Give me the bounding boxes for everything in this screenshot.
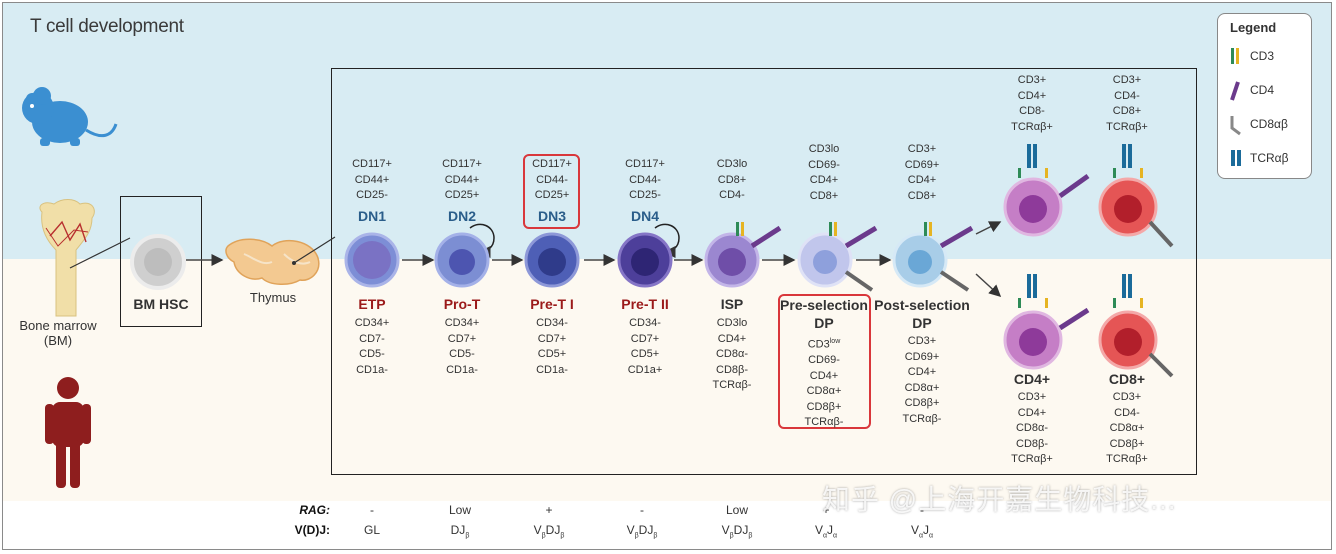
cell-etp — [344, 232, 400, 288]
cell-pre-t-i — [524, 232, 580, 288]
pre-selection-highlight-box — [778, 294, 871, 429]
dn3-label: DN3 — [537, 208, 566, 224]
vdj-pre-t-i: VβDJβ — [533, 523, 565, 540]
bm-hsc-label: BM HSC — [133, 296, 189, 312]
cell-pre-selection-dp — [797, 222, 878, 292]
legend-cd8ab: CD8αβ — [1218, 114, 1313, 136]
human-icon — [45, 377, 91, 488]
vdj-pro-t: DJβ — [450, 523, 470, 540]
cell-cd8-sp-mouse — [1098, 144, 1174, 248]
vdj-pre-t-ii: VβDJβ — [626, 523, 658, 540]
bone-marrow-label: Bone marrow (BM) — [8, 318, 108, 348]
cell-cd4-sp-human — [1003, 274, 1090, 370]
dn3-highlight-box — [523, 154, 580, 229]
rag-pre-t-ii: - — [640, 503, 644, 517]
rag-label: RAG: — [299, 503, 330, 517]
dn2-label: DN2 — [447, 208, 476, 224]
vdj-post-selection: VαJα — [910, 523, 934, 540]
thymus-icon — [225, 238, 320, 285]
cd8-sp-top-markers: CD3+ CD4- CD8+ TCRαβ+ — [1106, 74, 1148, 133]
cell-pre-t-ii — [617, 232, 673, 288]
vdj-label: V(D)J: — [294, 523, 330, 537]
pre-selection-top-markers: CD3lo CD69- CD4+ CD8+ — [808, 143, 840, 202]
thymus-stages-box — [331, 68, 1197, 475]
vdj-pre-selection: VαJα — [814, 523, 838, 540]
legend-cd4: CD4 — [1218, 80, 1313, 101]
cell-cd4-sp-mouse — [1003, 144, 1090, 237]
bone-icon — [39, 199, 95, 317]
rag-pre-t-i: + — [545, 503, 553, 517]
legend-tcrab: TCRαβ — [1218, 148, 1313, 168]
rag-etp: - — [370, 503, 374, 517]
rag-pro-t: Low — [448, 503, 471, 517]
vdj-isp: VβDJβ — [721, 523, 753, 540]
pre-t-ii-bottom-markers: CD34- CD7+ CD5+ CD1a+ — [627, 317, 663, 376]
cd8-sp-bottom-markers: CD3+ CD4- CD8α+ CD8β+ TCRαβ+ — [1106, 391, 1148, 465]
pro-t-bottom-markers: CD34+ CD7+ CD5- CD1a- — [444, 317, 480, 376]
pre-selection-bottom-markers: CD3low CD69- CD4+ CD8α+ CD8β+ TCRαβ- — [804, 338, 844, 429]
pro-t-top-markers: CD117+ CD44+ CD25+ — [442, 158, 482, 201]
cd8ab-icon — [1230, 116, 1241, 136]
pro-t-label: Pro-T — [443, 296, 481, 312]
pre-t-ii-top-markers: CD117+ CD44- CD25- — [625, 158, 665, 201]
mouse-icon — [22, 87, 118, 146]
cell-pro-t — [434, 232, 490, 288]
etp-bottom-markers: CD34+ CD7- CD5- CD1a- — [354, 317, 390, 376]
dn4-label: DN4 — [630, 208, 659, 224]
cd4-sp-label: CD4+ — [1013, 371, 1051, 387]
vdj-etp: GL — [363, 523, 380, 537]
etp-label: ETP — [358, 296, 386, 312]
cd8-sp-label: CD8+ — [1108, 371, 1146, 387]
cell-cd8-sp-human — [1098, 274, 1174, 378]
post-selection-top-markers: CD3+ CD69+ CD4+ CD8+ — [904, 143, 940, 202]
cell-post-selection-dp — [892, 222, 974, 292]
post-selection-dp-label: Post-selection DP — [874, 297, 970, 331]
pre-t-ii-label: Pre-T II — [621, 296, 669, 312]
etp-top-markers: CD117+ CD44+ CD25- — [352, 158, 392, 201]
post-selection-bottom-markers: CD3+ CD69+ CD4+ CD8α+ CD8β+ TCRαβ- — [902, 335, 942, 425]
isp-label: ISP — [720, 296, 744, 312]
legend: Legend CD3 CD4 CD8αβ TCRαβ — [1217, 13, 1312, 179]
cd3-icon — [1231, 48, 1239, 64]
cd4-icon — [1230, 81, 1240, 101]
bone-marrow-abbrev: (BM) — [43, 333, 73, 348]
isp-bottom-markers: CD3lo CD4+ CD8α- CD8β- TCRαβ- — [712, 317, 752, 391]
cd4-sp-bottom-markers: CD3+ CD4+ CD8α- CD8β- TCRαβ+ — [1011, 391, 1053, 465]
watermark: 知乎 @上海开嘉生物科技... — [822, 484, 1177, 515]
bm-hsc-box — [120, 196, 202, 327]
pre-selection-dp-label: Pre-selection DP — [780, 297, 868, 331]
lower-background — [3, 259, 1331, 501]
tcrab-icon — [1231, 150, 1241, 166]
legend-title: Legend — [1230, 20, 1277, 35]
rag-isp: Low — [725, 503, 748, 517]
rag-pre-selection: + — [822, 503, 830, 517]
isp-top-markers: CD3lo CD8+ CD4- — [716, 158, 748, 201]
legend-cd3: CD3 — [1218, 46, 1313, 66]
dn1-label: DN1 — [357, 208, 386, 224]
cd4-sp-top-markers: CD3+ CD4+ CD8- TCRαβ+ — [1011, 74, 1053, 133]
rag-post-selection: - — [920, 503, 924, 517]
bone-marrow-line: Bone marrow — [19, 318, 97, 333]
pre-t-i-label: Pre-T I — [530, 296, 574, 312]
figure-title: T cell development — [30, 16, 184, 37]
pre-t-i-top-markers: CD117+ CD44- CD25+ — [532, 158, 572, 201]
cell-isp — [704, 222, 782, 288]
pre-t-i-bottom-markers: CD34- CD7+ CD5+ CD1a- — [536, 317, 568, 376]
progression-arrows — [186, 221, 1002, 298]
thymus-label: Thymus — [249, 290, 297, 305]
